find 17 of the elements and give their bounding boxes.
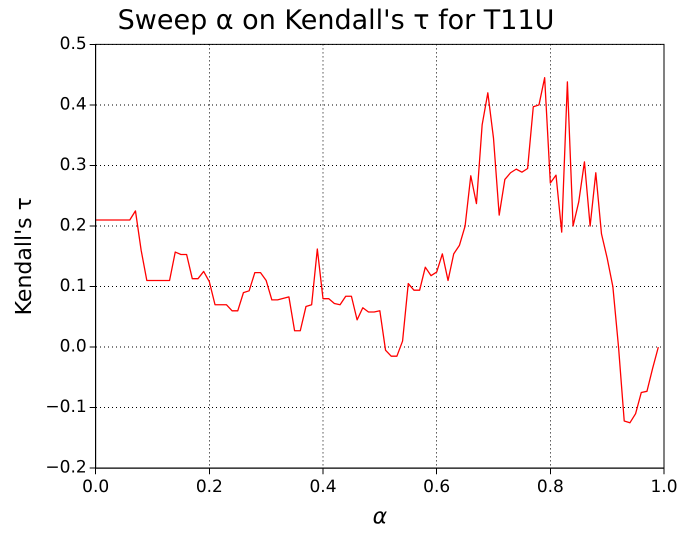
y-tick-label: 0.5 xyxy=(60,34,87,54)
y-tick-label: 0.1 xyxy=(60,276,87,296)
x-tick-label: 1.0 xyxy=(650,476,678,497)
x-axis-title: α xyxy=(372,504,388,530)
y-tick-label: 0.4 xyxy=(60,94,87,114)
y-axis-title: Kendall's τ xyxy=(12,197,37,316)
y-tick-label: −0.1 xyxy=(45,397,87,418)
x-tick-label: 0.6 xyxy=(423,476,450,497)
y-tick-label: −0.2 xyxy=(45,458,87,478)
x-tick-label: 0.0 xyxy=(82,476,110,497)
y-tick-label: 0.0 xyxy=(60,336,87,357)
y-tick-label: 0.3 xyxy=(60,154,87,175)
x-tick-label: 0.4 xyxy=(309,476,337,497)
chart-title: Sweep α on Kendall's τ for T11U xyxy=(118,5,554,36)
x-tick-label: 0.8 xyxy=(536,476,564,497)
x-tick-label: 0.2 xyxy=(196,476,223,497)
y-tick-label: 0.2 xyxy=(60,215,87,236)
